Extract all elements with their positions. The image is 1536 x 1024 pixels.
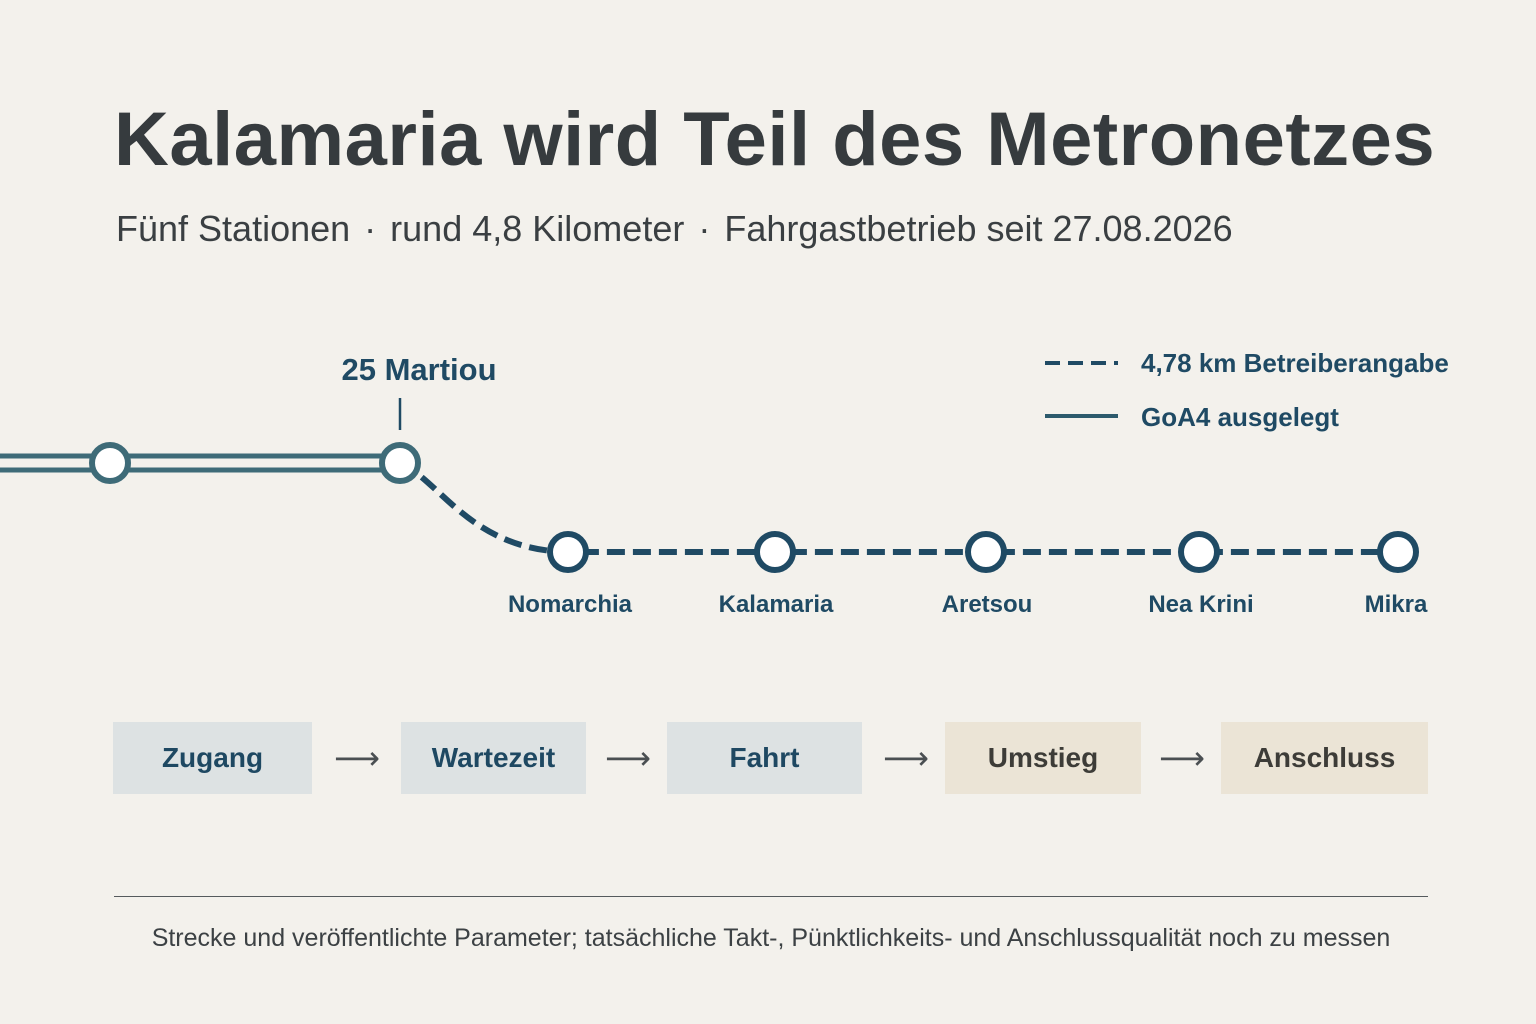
kalamaria-extension-line [398, 460, 1398, 555]
subtitle-station-count: Fünf Stationen [116, 208, 351, 249]
flow-arrow-icon: ⟶ [605, 739, 651, 777]
station-marker-nea-krini [1178, 531, 1220, 573]
junction-station-label: 25 Martiou [341, 352, 496, 387]
station-label: Nomarchia [508, 591, 633, 618]
subtitle-length: rund 4,8 Kilometer [390, 208, 685, 249]
station-marker-existing [89, 442, 131, 484]
flow-step-umstieg: Umstieg [945, 722, 1141, 794]
station-label: Mikra [1365, 591, 1428, 618]
station-marker-25-martiou [379, 442, 421, 484]
flow-arrow-icon: ⟶ [1159, 739, 1205, 777]
station-marker-kalamaria [754, 531, 796, 573]
subtitle: Fünf Stationen · rund 4,8 Kilometer · Fahrga… [116, 205, 1233, 253]
flow-step-wartezeit: Wartezeit [401, 722, 586, 794]
existing-metro-line [0, 453, 400, 473]
flow-step-anschluss: Anschluss [1221, 722, 1428, 794]
metro-line-map: 25 Martiou Nomarchia Kalamaria Aretsou N… [0, 348, 1449, 618]
legend-dashed-label: 4,78 km Betreiberangabe [1141, 348, 1449, 378]
station-marker-nomarchia [547, 531, 589, 573]
flow-step-fahrt: Fahrt [667, 722, 862, 794]
subtitle-opening-date: Fahrgastbetrieb seit 27.08.2026 [724, 208, 1233, 249]
flow-step-zugang: Zugang [113, 722, 312, 794]
station-marker-mikra [1377, 531, 1419, 573]
subtitle-separator: · [364, 208, 377, 249]
station-label: Kalamaria [719, 591, 834, 618]
page-title: Kalamaria wird Teil des Metronetzes [114, 97, 1436, 182]
footer-divider [114, 896, 1428, 897]
flow-arrow-icon: ⟶ [883, 739, 929, 777]
subtitle-separator: · [698, 208, 711, 249]
flow-arrow-icon: ⟶ [334, 739, 380, 777]
station-label: Aretsou [942, 591, 1033, 618]
station-label: Nea Krini [1148, 591, 1253, 618]
footnote: Strecke und veröffentlichte Parameter; t… [151, 924, 1391, 952]
station-marker-aretsou [965, 531, 1007, 573]
legend: 4,78 km Betreiberangabe GoA4 ausgelegt [1045, 348, 1449, 432]
legend-solid-label: GoA4 ausgelegt [1141, 402, 1339, 432]
